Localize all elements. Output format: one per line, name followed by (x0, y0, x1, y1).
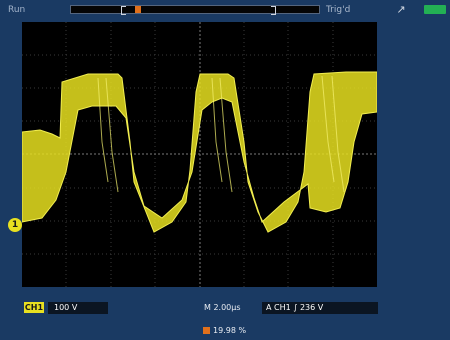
cursor-icon (203, 327, 210, 334)
ch1-waveform-detail (97, 75, 345, 193)
trigger-position-marker[interactable] (135, 6, 141, 13)
record-length-bar[interactable] (70, 5, 320, 15)
trigger-slope-icon: ↗ (396, 3, 406, 16)
waveform-graticule (22, 22, 377, 287)
ch1-ground-marker[interactable]: 1 (8, 218, 22, 232)
acquisition-status: Run (8, 5, 26, 15)
trigger-readout: A CH1 ∫ 236 V (262, 302, 378, 314)
battery-icon (424, 5, 446, 14)
cursor-readout: 19.98 % (203, 325, 255, 337)
trigger-status: Trig'd (326, 5, 351, 15)
ch1-waveform-trace (22, 71, 377, 233)
timebase-readout: M 2.00µs (204, 303, 241, 312)
waveform-display[interactable] (22, 22, 377, 287)
cursor-readout-value: 19.98 % (213, 326, 247, 335)
record-bracket-end (271, 6, 276, 15)
graticule-center-axes (22, 22, 377, 287)
ch1-vertical-scale: 100 V (48, 302, 108, 314)
ch1-badge[interactable]: CH1 (24, 302, 44, 313)
readout-bar: CH1 100 V M 2.00µs A CH1 ∫ 236 V (0, 300, 450, 316)
record-bracket-start (121, 6, 126, 15)
graticule-grid (22, 22, 377, 287)
status-bar: Run Trig'd ↗ (0, 0, 450, 20)
